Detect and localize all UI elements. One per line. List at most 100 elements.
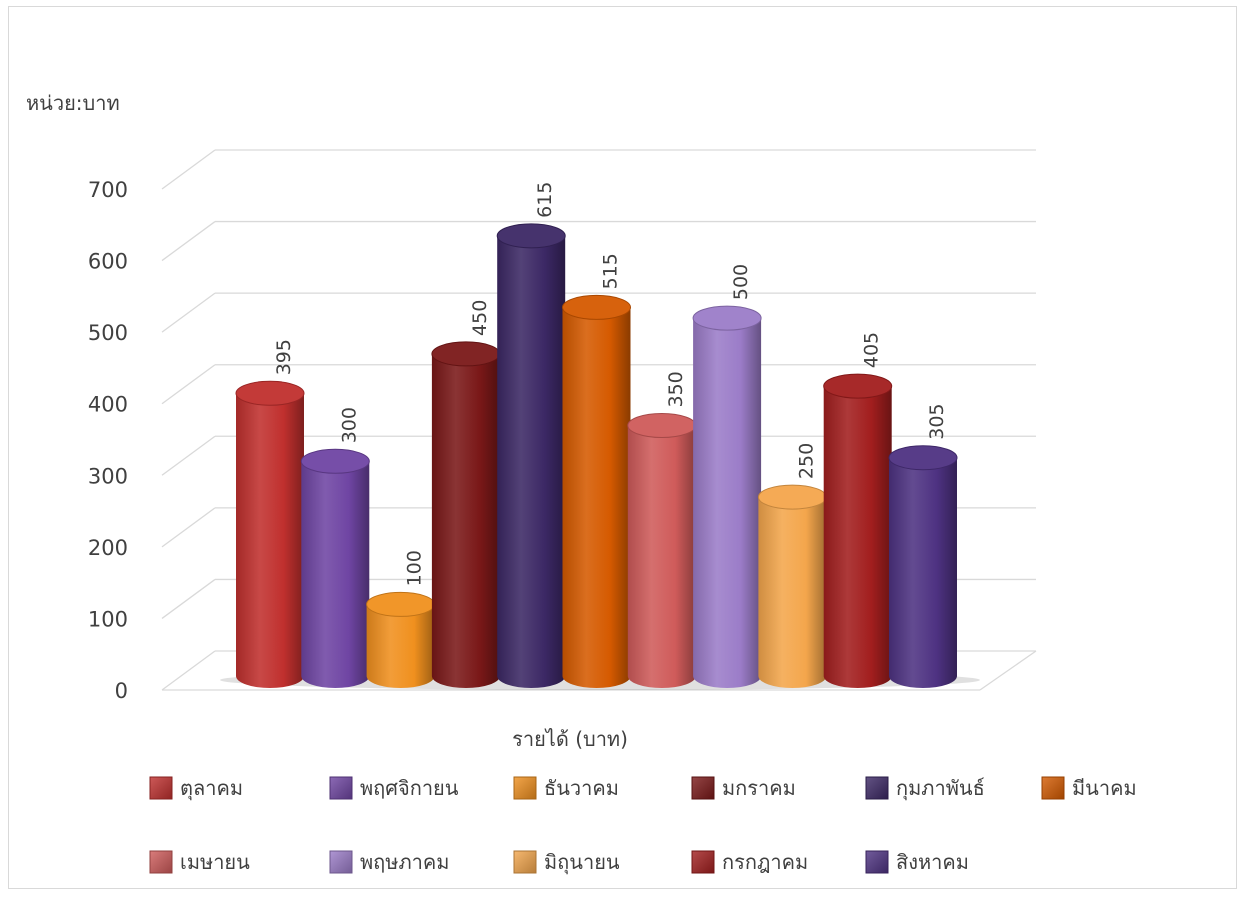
legend-item: พฤษภาคม <box>329 850 449 874</box>
legend-swatch <box>865 776 889 800</box>
bar-body <box>366 604 435 688</box>
legend-label: พฤศจิกายน <box>360 776 459 800</box>
data-label: 350 <box>665 371 687 407</box>
legend-label: มิถุนายน <box>544 850 620 875</box>
data-label: 395 <box>273 339 295 375</box>
legend-item: พฤศจิกายน <box>329 776 459 800</box>
data-label: 500 <box>730 264 752 300</box>
bar-5 <box>496 223 566 689</box>
legend-swatch <box>513 776 537 800</box>
legend-swatch <box>1041 776 1065 800</box>
legend-swatch <box>513 850 537 874</box>
y-tick-label: 300 <box>88 464 128 488</box>
legend: ตุลาคม พฤศจิกายน ธันวาคม มกราคม กุมภาพันธ์ มี… <box>149 776 1137 875</box>
legend-label: กุมภาพันธ์ <box>896 776 985 801</box>
gridline-depth <box>161 578 216 619</box>
bar-2 <box>300 448 370 688</box>
legend-label: ตุลาคม <box>180 776 243 801</box>
y-tick-label: 500 <box>88 321 128 345</box>
legend-label: ธันวาคม <box>544 776 619 800</box>
bar-6 <box>562 294 631 688</box>
bar-body <box>889 457 957 688</box>
data-label: 515 <box>600 253 622 289</box>
legend-label: กรกฎาคม <box>722 850 808 874</box>
x-axis-title: รายได้ (บาท) <box>512 727 628 751</box>
gridline-depth <box>161 650 216 691</box>
legend-item: สิงหาคม <box>865 850 969 874</box>
legend-label: มกราคม <box>722 776 796 800</box>
bar-1 <box>235 380 305 688</box>
legend-swatch <box>329 850 353 874</box>
bar-body <box>758 497 827 688</box>
y-tick-label: 600 <box>88 250 128 274</box>
bar-body <box>431 353 500 688</box>
floor-edge <box>979 650 1037 691</box>
gridline-depth <box>161 221 216 262</box>
legend-item: มิถุนายน <box>513 850 620 875</box>
legend-item: ตุลาคม <box>149 776 243 801</box>
data-label: 450 <box>469 300 491 336</box>
bar-7 <box>627 413 697 688</box>
gridline-depth <box>161 292 216 333</box>
bar-top <box>627 413 697 438</box>
gridline-depth <box>161 435 216 476</box>
bar-top <box>692 305 762 331</box>
legend-swatch <box>865 850 889 874</box>
bar-top <box>431 341 501 367</box>
bar-body <box>823 386 892 688</box>
y-tick-label: 200 <box>88 536 128 560</box>
data-label: 300 <box>338 407 360 443</box>
legend-label: พฤษภาคม <box>360 850 449 874</box>
legend-label: สิงหาคม <box>896 850 969 874</box>
unit-label: หน่วย:บาท <box>26 91 120 115</box>
bar-9 <box>757 484 827 688</box>
bar-top <box>235 380 305 406</box>
y-tick-label: 700 <box>88 178 128 202</box>
bar-body <box>693 318 762 688</box>
bar-body <box>301 461 370 688</box>
bar-body <box>627 425 696 688</box>
data-label: 405 <box>861 332 883 368</box>
legend-swatch <box>691 776 715 800</box>
bar-top <box>757 484 827 510</box>
bar-top <box>888 445 958 471</box>
bar-8 <box>692 305 762 688</box>
bar-body <box>236 393 304 688</box>
legend-label: เมษายน <box>180 850 250 874</box>
data-label: 615 <box>534 182 556 218</box>
data-label: 250 <box>795 443 817 479</box>
bar-top <box>562 294 631 320</box>
legend-item: เมษายน <box>149 850 250 874</box>
gridline-depth <box>161 364 216 405</box>
gridline-depth <box>161 149 216 190</box>
bar-top <box>300 448 370 474</box>
legend-label: มีนาคม <box>1072 776 1137 800</box>
legend-item: มีนาคม <box>1041 776 1137 800</box>
y-tick-label: 100 <box>88 607 128 631</box>
bar-top <box>366 591 436 617</box>
data-label: 100 <box>404 550 426 586</box>
legend-swatch <box>149 776 173 800</box>
bar-4 <box>431 341 501 688</box>
legend-item: มกราคม <box>691 776 796 800</box>
legend-item: กรกฎาคม <box>691 850 808 874</box>
bar-11 <box>888 445 958 688</box>
data-labels: 395 300 100 450 615 515 350 500 250 405 305 <box>273 182 948 587</box>
bar-top <box>823 373 893 399</box>
legend-swatch <box>691 850 715 874</box>
legend-swatch <box>149 850 173 874</box>
data-label: 305 <box>926 403 948 439</box>
bar-body <box>562 307 631 688</box>
bar-body <box>497 235 566 689</box>
bar-top <box>496 223 566 249</box>
y-tick-label: 0 <box>115 679 128 703</box>
y-axis-ticks: 0 100 200 300 400 500 600 700 <box>88 178 128 703</box>
y-tick-label: 400 <box>88 393 128 417</box>
bar-10 <box>823 373 893 688</box>
bar-3 <box>366 591 436 688</box>
legend-swatch <box>329 776 353 800</box>
legend-item: กุมภาพันธ์ <box>865 776 985 801</box>
gridline-depth <box>161 507 216 548</box>
bars <box>220 223 980 690</box>
